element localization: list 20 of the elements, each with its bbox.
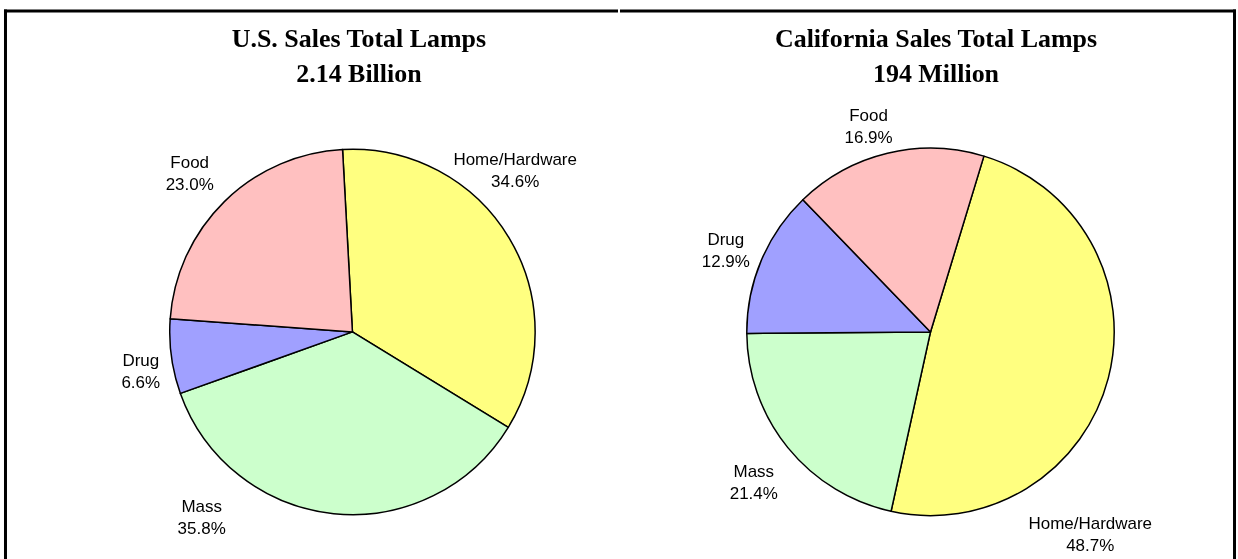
slice-label: Mass (733, 461, 775, 481)
data-label: 35.8% (177, 518, 226, 538)
data-label: 16.9% (844, 128, 893, 148)
slice-label: Home/Hardware (1028, 513, 1153, 533)
slice-label: Drug (707, 230, 745, 250)
data-label: 23.0% (165, 175, 214, 195)
chart-subtitle: 194 Million (872, 58, 1000, 88)
chart-title: U.S. Sales Total Lamps (231, 23, 487, 53)
slice-label: Food (170, 153, 210, 173)
slice-label: Food (849, 106, 888, 126)
slice-label: Home/Hardware (453, 150, 577, 170)
data-label: 34.6% (491, 172, 540, 192)
data-label: 6.6% (121, 372, 161, 392)
slice-label: Mass (181, 496, 222, 516)
data-label: 48.7% (1066, 535, 1115, 555)
slice-label: Drug (122, 350, 160, 370)
data-label: 12.9% (701, 252, 750, 272)
data-label: 21.4% (729, 483, 778, 503)
chart-subtitle: 2.14 Billion (296, 58, 423, 88)
chart-title: California Sales Total Lamps (774, 23, 1098, 53)
